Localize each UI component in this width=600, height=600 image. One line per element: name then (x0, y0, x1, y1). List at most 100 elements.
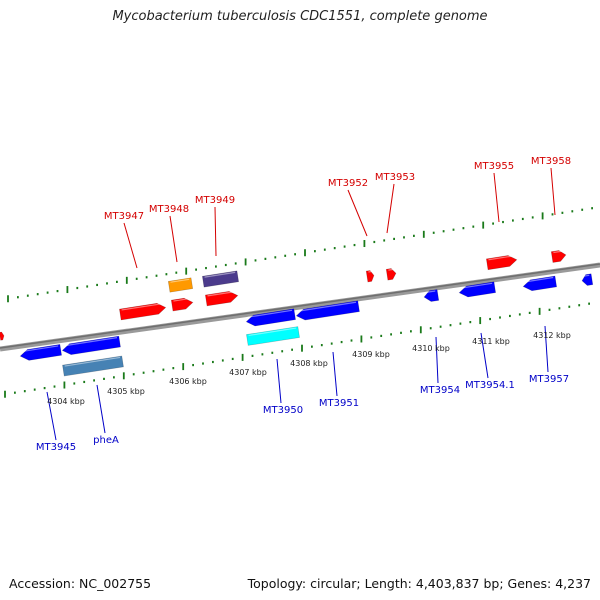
feature-orange[interactable] (167, 277, 194, 293)
top-track-tick (413, 234, 415, 237)
feature-steelblue[interactable] (62, 355, 124, 377)
gene-mt3955-shine (488, 255, 515, 261)
kbp-label: 4305 kbp (107, 387, 145, 396)
feature-purple[interactable] (202, 270, 239, 288)
top-track-tick (323, 248, 326, 251)
gene-mt3958-shine (553, 250, 564, 254)
bottom-track-tick (499, 316, 501, 319)
bottom-track-tick (301, 344, 303, 352)
top-track-tick (165, 273, 168, 276)
gene-mt3949[interactable] (205, 290, 239, 307)
kbp-labels: 4304 kbp 4305 kbp 4306 kbp 4307 kbp 4308 kbp… (47, 331, 571, 406)
label-mt3953: MT3953 (375, 172, 415, 183)
bottom-track-tick (142, 371, 145, 374)
bottom-track-tick (291, 348, 293, 351)
feature-orange-shine (170, 278, 190, 283)
kbp-label: 4311 kbp (472, 337, 510, 346)
gene-mt3957[interactable] (522, 275, 557, 292)
top-track-tick (531, 216, 534, 219)
gene-phea[interactable] (61, 335, 121, 356)
top-track-tick (571, 210, 574, 213)
gene-right-edge[interactable] (581, 273, 594, 286)
label-mt3949: MT3949 (195, 195, 235, 206)
bottom-track-tick (419, 326, 422, 334)
bottom-track-tick (73, 382, 76, 385)
label-mt3951: MT3951 (319, 398, 359, 409)
top-track-tick (452, 228, 455, 231)
top-track-tick (492, 222, 494, 225)
bottom-track-tick (281, 350, 284, 353)
top-track-tick (234, 262, 237, 265)
bottom-track-tick (400, 331, 402, 334)
gene-mt3955-body (485, 255, 518, 271)
top-track-tick (76, 286, 79, 290)
gene-right-edge-shine (583, 274, 590, 277)
top-track-tick (106, 282, 108, 285)
label-mt3945-leader (46, 391, 57, 441)
bottom-track-tick (439, 325, 442, 328)
feature-steelblue-body (62, 355, 124, 377)
top-track-tick (591, 207, 593, 210)
bottom-track-tick (350, 339, 353, 342)
gene-mt3952-body (365, 270, 375, 283)
gene-left-edge[interactable] (0, 331, 5, 341)
top-track-tick (422, 230, 425, 238)
top-track-tick (581, 208, 584, 211)
gene-mt3945[interactable] (19, 344, 62, 361)
label-mt3949-leader (214, 206, 217, 257)
top-track-tick (482, 221, 485, 229)
bottom-track-tick (83, 380, 86, 384)
feature-cyan-body (246, 326, 300, 346)
top-track-tick (7, 295, 9, 303)
top-track-tick (353, 243, 356, 247)
gene-mt3948[interactable] (170, 297, 194, 312)
top-track-tick (215, 265, 217, 268)
bottom-track-tick (14, 391, 16, 394)
bottom-track-tick (459, 322, 462, 325)
bottom-track-tick (251, 354, 254, 357)
gene-mt3953[interactable] (385, 268, 397, 281)
bottom-track-tick (360, 335, 363, 343)
feature-cyan[interactable] (246, 326, 300, 346)
gene-mt3947[interactable] (119, 302, 167, 321)
gene-mt3953-shine (388, 268, 394, 271)
label-mt3954-leader (435, 336, 439, 384)
top-track-tick (314, 250, 316, 253)
label-mt3945: MT3945 (36, 442, 76, 453)
label-mt3957: MT3957 (529, 374, 569, 385)
gene-mt3958[interactable] (550, 249, 567, 263)
top-track-tick (363, 240, 366, 248)
gene-phea-shine (63, 337, 118, 347)
bottom-track-tick (330, 342, 333, 345)
gene-mt3947-body (119, 302, 167, 321)
gene-mt3949-body (205, 291, 239, 307)
gene-mt3952[interactable] (365, 270, 375, 283)
bottom-track-tick (548, 308, 551, 311)
tick-marks (4, 207, 593, 398)
gene-mt3955[interactable] (485, 254, 518, 271)
label-mt3958: MT3958 (531, 156, 571, 167)
gene-mt3954-body (423, 289, 440, 302)
gene-mt3953-body (385, 268, 397, 281)
label-mt3955-leader (493, 172, 500, 223)
top-track-tick (96, 283, 98, 287)
bottom-track-tick (4, 390, 6, 398)
bottom-track-tick (53, 385, 56, 388)
label-mt3953-leader (386, 183, 395, 234)
gene-mt3954-1[interactable] (458, 281, 496, 298)
gene-mt3954[interactable] (423, 289, 440, 302)
bottom-track-tick (528, 311, 531, 314)
bottom-track-tick (113, 376, 115, 379)
bottom-track-tick (93, 379, 95, 382)
gene-mt3950[interactable] (245, 308, 296, 327)
bottom-track-tick (132, 373, 135, 376)
top-track-tick (36, 293, 39, 296)
top-track-tick (521, 217, 524, 221)
top-track-tick (56, 289, 59, 293)
gene-mt3951-body (295, 300, 360, 321)
bottom-track-tick (33, 388, 36, 391)
label-mt3948-leader (169, 215, 178, 263)
top-track-tick (86, 285, 89, 288)
bottom-track-tick (172, 367, 175, 370)
gene-mt3951[interactable] (295, 300, 360, 322)
